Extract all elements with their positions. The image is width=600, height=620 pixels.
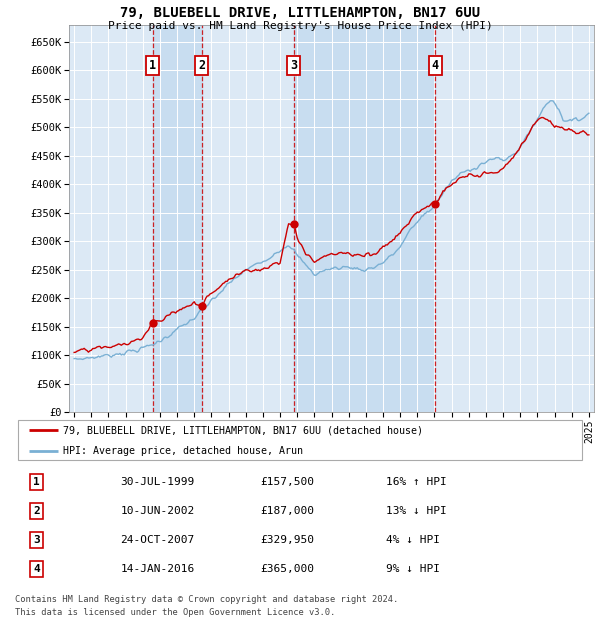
Text: 10-JUN-2002: 10-JUN-2002 [121, 506, 194, 516]
Text: Contains HM Land Registry data © Crown copyright and database right 2024.: Contains HM Land Registry data © Crown c… [15, 595, 398, 604]
Text: HPI: Average price, detached house, Arun: HPI: Average price, detached house, Arun [64, 446, 304, 456]
Text: £365,000: £365,000 [260, 564, 314, 574]
Text: 30-JUL-1999: 30-JUL-1999 [121, 477, 194, 487]
Text: 3: 3 [290, 59, 298, 72]
Text: 3: 3 [33, 535, 40, 545]
Text: 1: 1 [33, 477, 40, 487]
Text: 24-OCT-2007: 24-OCT-2007 [121, 535, 194, 545]
Text: Price paid vs. HM Land Registry's House Price Index (HPI): Price paid vs. HM Land Registry's House … [107, 21, 493, 31]
Text: 9% ↓ HPI: 9% ↓ HPI [386, 564, 439, 574]
Text: 14-JAN-2016: 14-JAN-2016 [121, 564, 194, 574]
Text: 1: 1 [149, 59, 156, 72]
Bar [294, 25, 435, 412]
Text: £329,950: £329,950 [260, 535, 314, 545]
Text: 79, BLUEBELL DRIVE, LITTLEHAMPTON, BN17 6UU: 79, BLUEBELL DRIVE, LITTLEHAMPTON, BN17 … [120, 6, 480, 20]
Bar [153, 25, 202, 412]
Text: £187,000: £187,000 [260, 506, 314, 516]
Text: 79, BLUEBELL DRIVE, LITTLEHAMPTON, BN17 6UU (detached house): 79, BLUEBELL DRIVE, LITTLEHAMPTON, BN17 … [64, 425, 424, 435]
Text: £157,500: £157,500 [260, 477, 314, 487]
Text: 2: 2 [33, 506, 40, 516]
FancyBboxPatch shape [18, 420, 582, 460]
Text: 4: 4 [33, 564, 40, 574]
Text: 13% ↓ HPI: 13% ↓ HPI [386, 506, 446, 516]
Text: 4% ↓ HPI: 4% ↓ HPI [386, 535, 439, 545]
Text: 4: 4 [431, 59, 439, 72]
Text: 16% ↑ HPI: 16% ↑ HPI [386, 477, 446, 487]
Text: 2: 2 [198, 59, 205, 72]
Text: This data is licensed under the Open Government Licence v3.0.: This data is licensed under the Open Gov… [15, 608, 335, 617]
